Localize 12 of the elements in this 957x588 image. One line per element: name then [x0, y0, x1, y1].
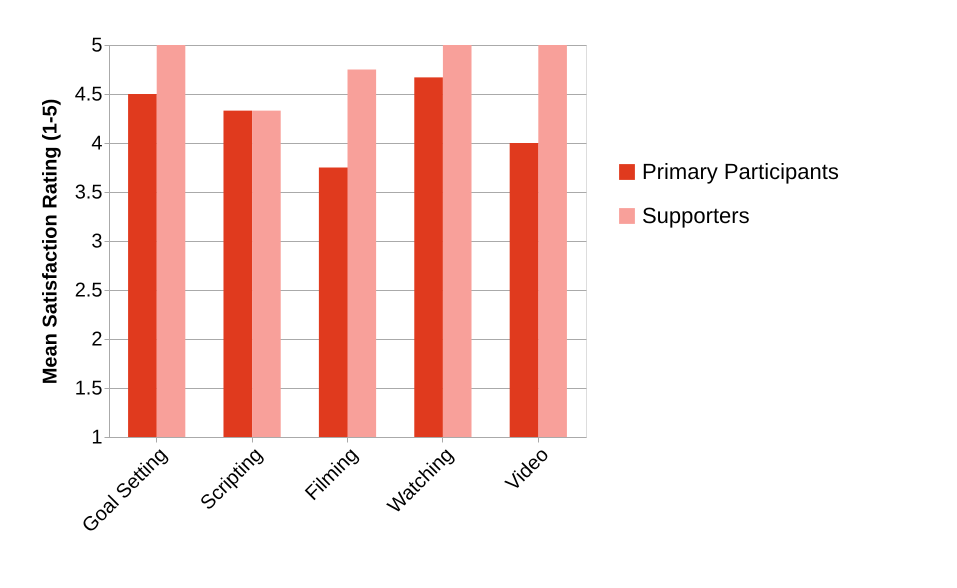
y-tick-label: 2 — [91, 328, 102, 350]
y-tick-label: 3 — [91, 230, 102, 252]
y-tick-label: 3.5 — [74, 182, 102, 204]
y-tick-label: 4 — [91, 132, 102, 154]
legend-label: Primary Participants — [642, 159, 839, 184]
y-tick-label: 2.5 — [74, 280, 102, 302]
y-tick-label: 4.5 — [74, 84, 102, 106]
y-tick-label: 1.5 — [74, 378, 102, 400]
legend-label: Supporters — [642, 203, 750, 228]
y-tick-label: 5 — [91, 34, 102, 56]
y-axis-title: Mean Satisfaction Rating (1-5) — [40, 98, 62, 384]
y-tick-label: 1 — [91, 426, 102, 448]
